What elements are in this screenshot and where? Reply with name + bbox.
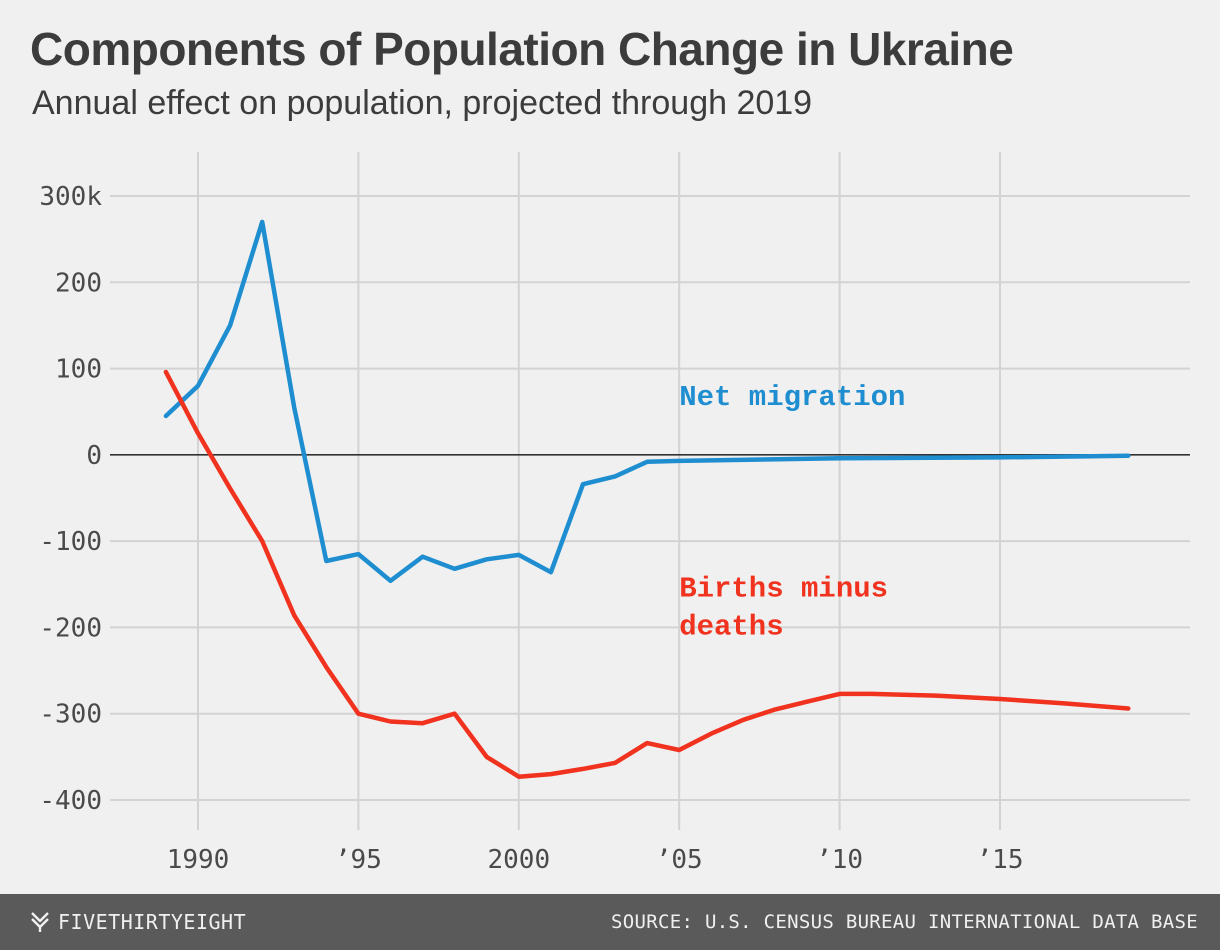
y-tick-label: 200: [55, 268, 102, 298]
annotations: Net migration Births minus deaths: [679, 381, 905, 644]
chart-subtitle: Annual effect on population, projected t…: [32, 84, 813, 122]
y-tick-label: 0: [86, 441, 102, 471]
grid-layer: [110, 152, 1190, 830]
y-tick-label: 300k: [39, 182, 102, 212]
y-axis-ticks: 300k 200 100 0 -100 -200 -300 -400: [39, 182, 102, 816]
brand-name: FIVETHIRTYEIGHT: [58, 910, 247, 934]
x-tick-label: 1990: [167, 845, 230, 875]
series-label: Births minus: [679, 572, 888, 605]
series-line-births-minus-deaths: [163, 369, 1131, 779]
series-layer: [163, 219, 1131, 779]
x-axis-ticks: 1990 ’95 2000 ’05 ’10 ’15: [167, 845, 1024, 875]
x-tick-label: ’95: [335, 845, 382, 875]
series-label: Net migration: [679, 381, 905, 414]
y-tick-label: -200: [39, 613, 102, 643]
y-tick-label: -300: [39, 700, 102, 730]
series-label: deaths: [679, 610, 783, 643]
series-line-net-migration: [163, 219, 1131, 584]
brand[interactable]: FIVETHIRTYEIGHT: [30, 910, 246, 934]
x-tick-label: ’15: [977, 845, 1024, 875]
x-tick-label: 2000: [487, 845, 550, 875]
chart-title: Components of Population Change in Ukrai…: [30, 23, 1014, 75]
x-tick-label: ’10: [816, 845, 863, 875]
footer-bar: FIVETHIRTYEIGHT SOURCE: U.S. CENSUS BURE…: [0, 894, 1220, 950]
y-tick-label: -400: [39, 786, 102, 816]
x-tick-label: ’05: [656, 845, 703, 875]
fivethirtyeight-logo-icon: [31, 912, 49, 932]
population-change-chart: 300k 200 100 0 -100 -200 -300 -400 1990 ’95 2000 ’…: [39, 152, 1190, 875]
source-note: SOURCE: U.S. CENSUS BUREAU INTERNATIONAL…: [611, 911, 1198, 933]
y-tick-label: 100: [55, 355, 102, 385]
y-tick-label: -100: [39, 527, 102, 557]
